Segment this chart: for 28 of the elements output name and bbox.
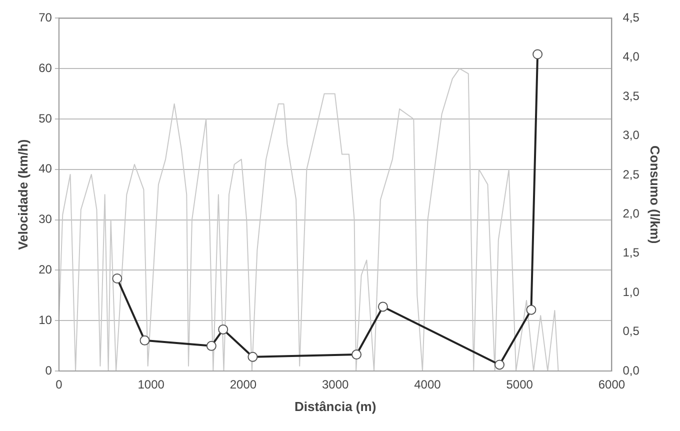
- y-tick-label: 70: [38, 10, 52, 25]
- x-tick-label: 6000: [598, 378, 626, 392]
- y2-tick-label: 4,5: [622, 10, 640, 25]
- y-tick-label: 40: [38, 162, 52, 176]
- x-tick-label: 0: [56, 378, 63, 392]
- y2-tick-label: 3,0: [622, 128, 640, 142]
- y2-tick-label: 0,5: [622, 324, 640, 338]
- y2-tick-label: 1,5: [622, 246, 640, 260]
- y-tick-label: 0: [45, 363, 52, 378]
- y-tick-label: 30: [38, 212, 52, 226]
- y-tick-label: 10: [38, 312, 52, 327]
- y2-tick-label: 0,0: [622, 363, 640, 378]
- y2-tick-label: 2,0: [622, 206, 640, 221]
- x-tick-label: 4000: [414, 378, 442, 392]
- y2-tick-label: 1,0: [622, 284, 640, 299]
- y-tick-label: 20: [38, 262, 52, 277]
- x-tick-label: 3000: [322, 378, 350, 392]
- y2-tick-label: 2,5: [622, 167, 640, 182]
- x-tick-label: 2000: [230, 378, 257, 392]
- y-tick-label: 50: [38, 111, 52, 126]
- y-axis-title: Velocidade (km/h): [15, 139, 30, 250]
- y2-axis-title: Consumo (l/km): [648, 145, 663, 244]
- x-axis-title: Distância (m): [294, 398, 376, 414]
- x-tick-label: 5000: [506, 378, 534, 392]
- y2-tick-label: 4,0: [622, 50, 640, 64]
- y-tick-label: 60: [38, 60, 52, 75]
- y2-tick-label: 3,5: [622, 88, 640, 103]
- x-tick-label: 1000: [138, 378, 165, 392]
